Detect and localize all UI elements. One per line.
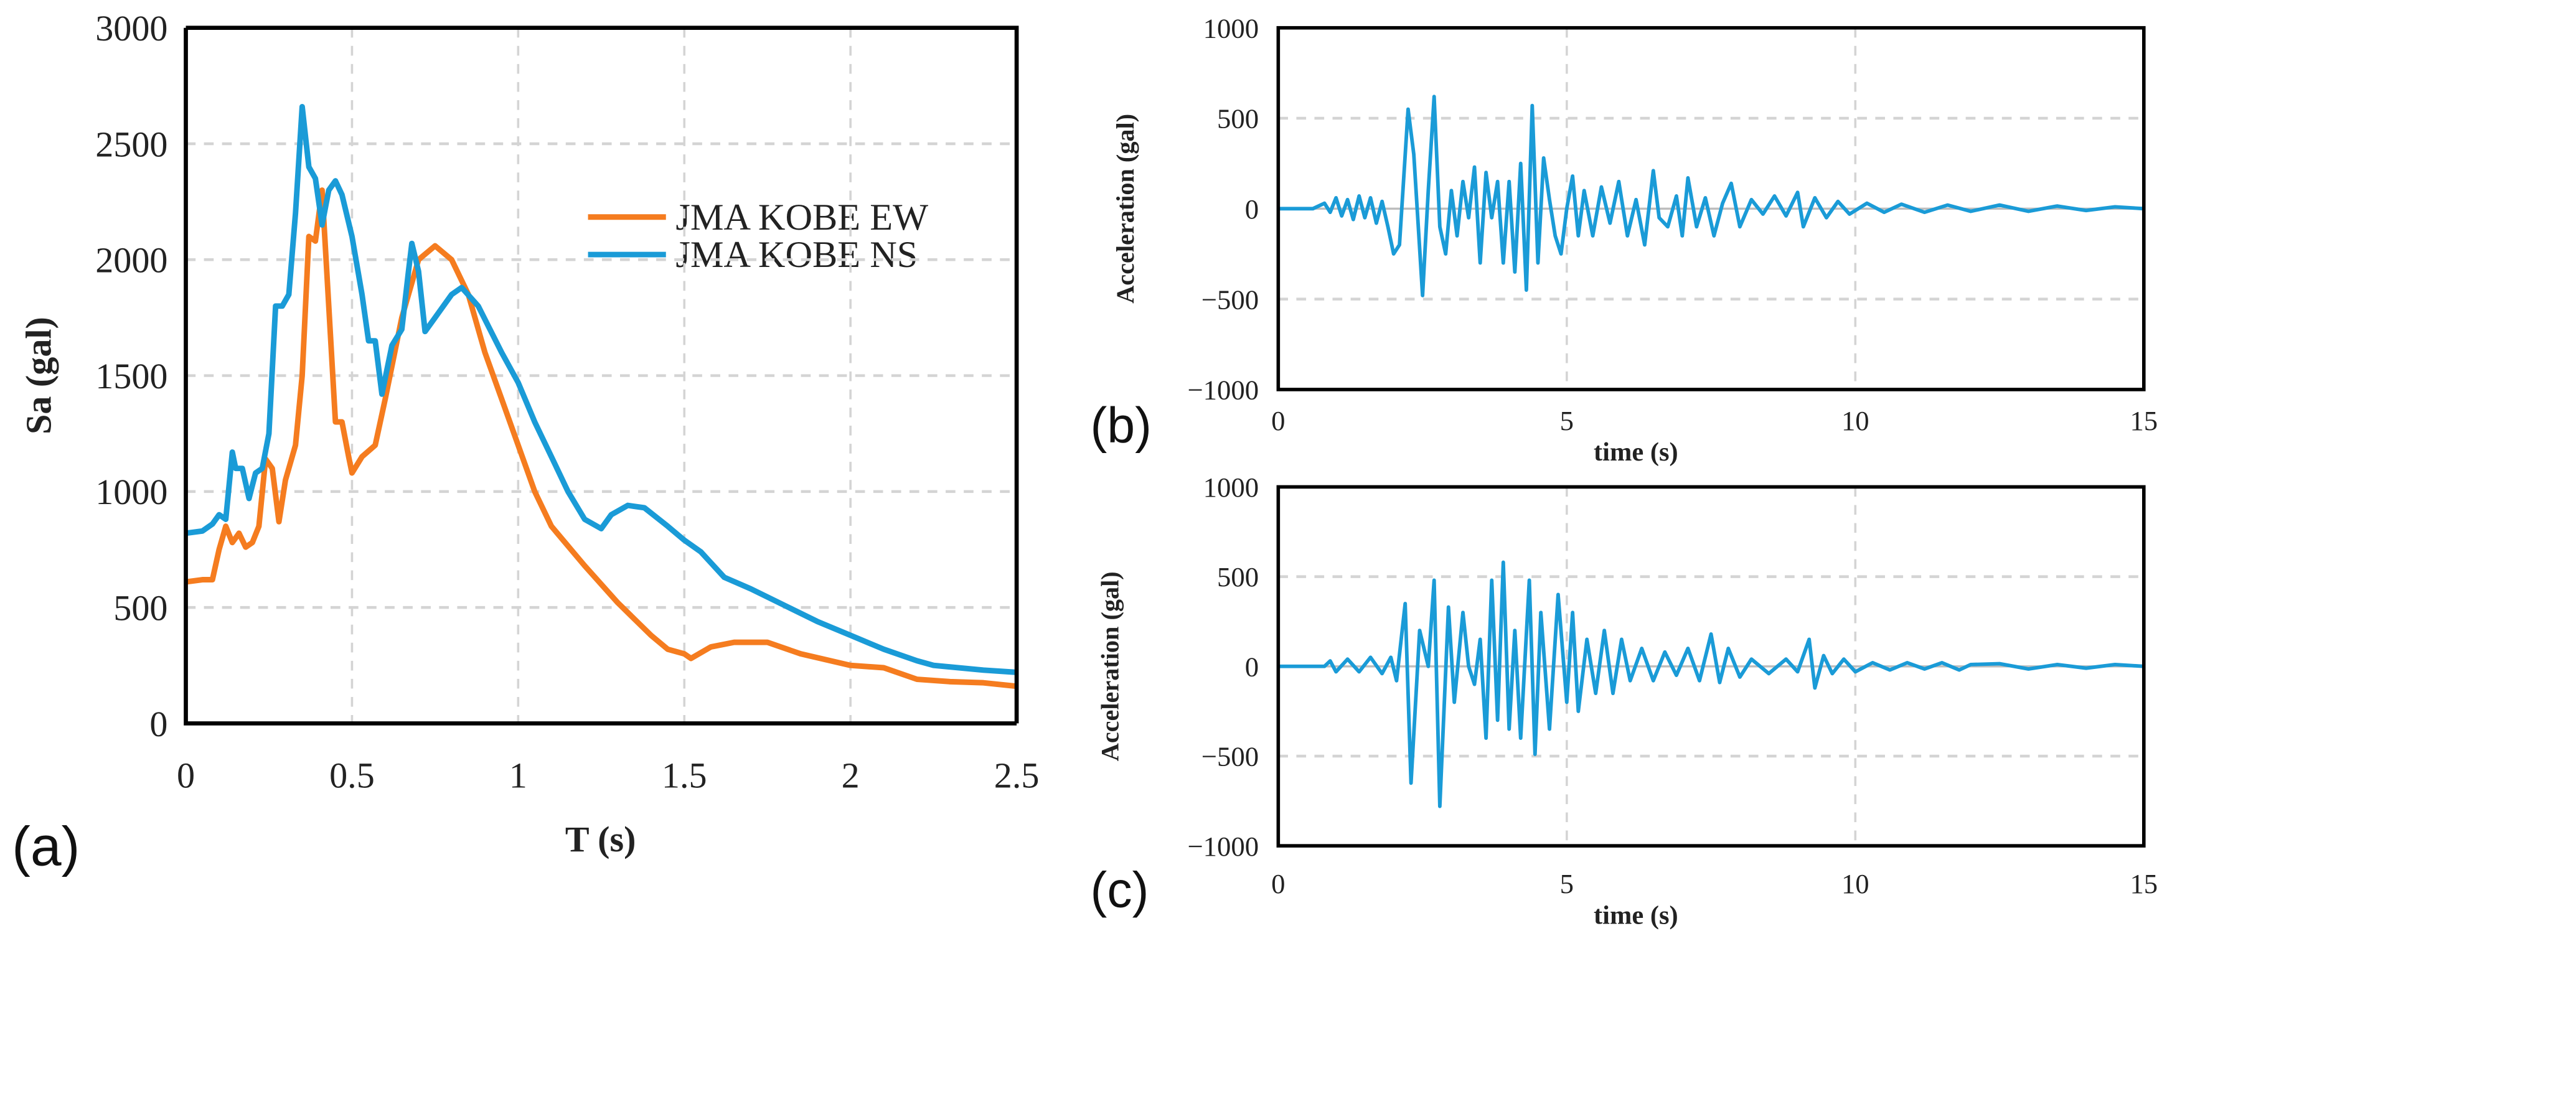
legend: JMA KOBE EW JMA KOBE NS: [588, 197, 928, 276]
x-tick-label: 2: [842, 755, 860, 795]
acceleration-chart-b: Acceleration (gal) time (s) (b) 0 5 10 15 −1…: [1091, 12, 2158, 467]
y-tick-label: 1000: [95, 472, 167, 512]
series-line-acceleration: [1278, 95, 2144, 297]
x-tick-label: 0: [1271, 868, 1285, 899]
x-tick-label: 5: [1560, 868, 1574, 899]
y-tick-label: 500: [1217, 561, 1259, 592]
x-axis-label-time-c: time (s): [1594, 900, 1678, 930]
x-axis-label-time-b: time (s): [1594, 437, 1678, 467]
response-spectrum-chart: Sa (gal) T (s) (a) JMA KOBE EW JMA KOBE …: [12, 8, 1039, 877]
x-tick-label: 10: [1841, 405, 1869, 436]
series-line-jma-kobe-ns: [185, 103, 1017, 675]
y-tick-label: 500: [1217, 103, 1259, 134]
legend-label-ew: JMA KOBE EW: [675, 197, 928, 238]
plot-frame: [184, 26, 1019, 726]
panel-label-c: (c): [1091, 863, 1149, 919]
x-tick-label: 1: [509, 755, 527, 795]
y-axis-label-acceleration-b: Acceleration (gal): [1111, 114, 1139, 304]
x-tick-label: 0: [1271, 405, 1285, 436]
y-axis-label-sa: Sa (gal): [19, 317, 59, 434]
y-tick-label: 2000: [95, 240, 167, 281]
plot-frame: [1276, 26, 2146, 391]
x-tick-label: 15: [2130, 405, 2158, 436]
y-tick-label: −1000: [1187, 831, 1259, 862]
x-tick-label: 10: [1841, 868, 1869, 899]
y-tick-label: 1500: [95, 356, 167, 396]
x-axis-label-t: T (s): [565, 819, 636, 859]
x-tick-label: 0.5: [329, 755, 375, 795]
y-tick-label: 2500: [95, 124, 167, 164]
x-tick-label: 0: [177, 755, 195, 795]
y-tick-label: 0: [1245, 651, 1259, 682]
y-tick-label: −500: [1201, 741, 1259, 772]
x-tick-label: 1.5: [662, 755, 707, 795]
y-tick-label: 1000: [1203, 12, 1259, 44]
y-tick-label: 1000: [1203, 472, 1259, 503]
y-tick-label: −500: [1201, 284, 1259, 315]
acceleration-chart-c: Acceleration (gal) time (s) (c) 0 5 10 15 −1…: [1091, 472, 2158, 930]
series-line-jma-kobe-ew: [185, 187, 1017, 690]
x-tick-label: 5: [1560, 405, 1574, 436]
y-tick-label: −1000: [1187, 375, 1259, 406]
series-line-acceleration: [1278, 560, 2144, 808]
y-tick-label: 0: [149, 704, 167, 744]
x-tick-label: 15: [2130, 868, 2158, 899]
x-tick-label: 2.5: [994, 755, 1040, 795]
y-tick-label: 3000: [95, 8, 167, 49]
plot-frame: [1276, 485, 2146, 848]
panel-label-b: (b): [1091, 398, 1152, 454]
y-tick-label: 0: [1245, 194, 1259, 225]
panel-label-a: (a): [12, 815, 80, 877]
y-tick-label: 500: [113, 587, 167, 628]
legend-label-ns: JMA KOBE NS: [675, 234, 918, 276]
y-axis-label-acceleration-c: Acceleration (gal): [1096, 571, 1124, 761]
